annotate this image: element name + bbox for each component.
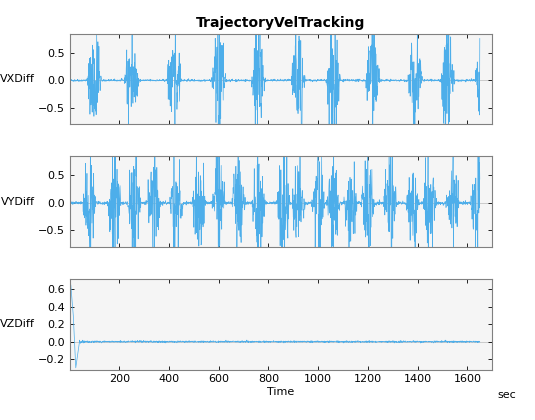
Y-axis label: VZDiff: VZDiff [0, 319, 35, 329]
Title: TrajectoryVelTracking: TrajectoryVelTracking [196, 16, 365, 30]
Y-axis label: VYDiff: VYDiff [1, 197, 35, 207]
Text: sec: sec [498, 390, 516, 400]
X-axis label: Time: Time [268, 387, 294, 397]
Y-axis label: VXDiff: VXDiff [0, 74, 35, 84]
